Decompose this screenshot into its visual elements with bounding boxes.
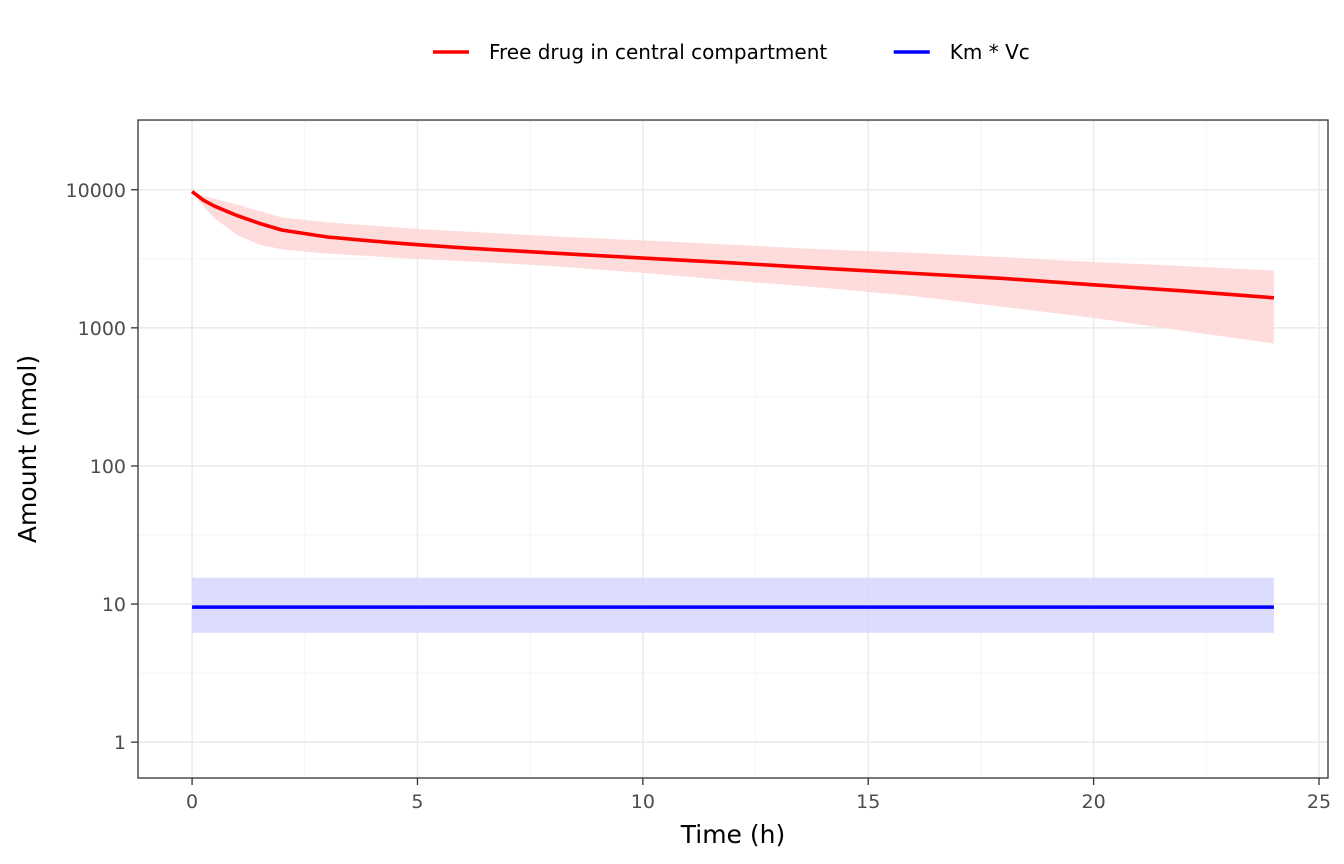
x-tick-label: 0 xyxy=(186,791,198,813)
legend-item-0: Free drug in central compartment xyxy=(432,40,827,64)
legend: Free drug in central compartment Km * Vc xyxy=(432,40,1030,64)
series-0-line xyxy=(190,190,1275,300)
series-0-band xyxy=(192,191,1274,344)
x-axis-title: Time (h) xyxy=(680,820,785,849)
legend-item-1: Km * Vc xyxy=(893,40,1030,64)
y-tick-label: 100 xyxy=(90,456,126,478)
plot-background xyxy=(138,120,1328,778)
y-axis-title: Amount (nmol) xyxy=(13,355,42,543)
series-lines xyxy=(190,190,1275,609)
x-axis-ticks: 0 5 10 15 20 25 xyxy=(186,778,1331,813)
y-tick-label: 1000 xyxy=(78,318,126,340)
x-tick-label: 20 xyxy=(1082,791,1106,813)
x-tick-label: 5 xyxy=(411,791,423,813)
confidence-bands xyxy=(192,191,1274,633)
x-tick-label: 10 xyxy=(631,791,655,813)
x-tick-label: 15 xyxy=(856,791,880,813)
y-axis-ticks: 1 10 100 1000 10000 xyxy=(66,180,138,754)
y-tick-label: 10000 xyxy=(66,180,126,202)
plot-border xyxy=(137,119,1329,779)
series-1-band xyxy=(192,577,1274,633)
x-tick-label: 25 xyxy=(1307,791,1331,813)
y-tick-label: 1 xyxy=(114,732,126,754)
legend-label: Km * Vc xyxy=(950,40,1030,64)
legend-label: Free drug in central compartment xyxy=(489,40,827,64)
y-tick-label: 10 xyxy=(102,594,126,616)
